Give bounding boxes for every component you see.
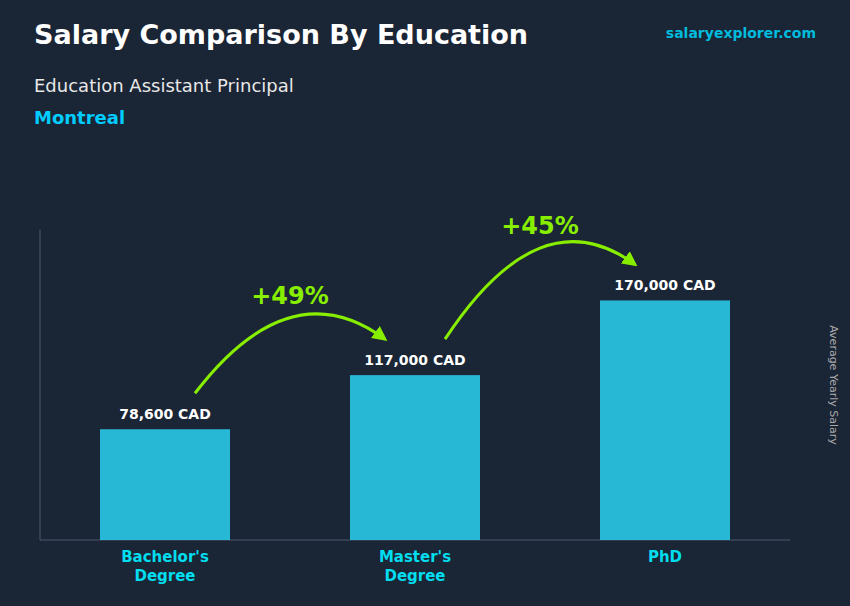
x-tick-label-line: Degree	[384, 567, 445, 585]
bar	[350, 375, 480, 540]
bar	[600, 300, 730, 540]
x-tick-label-line: PhD	[648, 548, 682, 566]
x-tick-label: Master'sDegree	[379, 548, 451, 585]
y-axis-line	[40, 230, 41, 540]
bars	[100, 300, 730, 540]
annotation: +45%	[501, 212, 579, 240]
watermark: salaryexplorer.com	[666, 25, 816, 41]
x-tick-label: PhD	[648, 548, 682, 566]
x-tick-label-line: Degree	[134, 567, 195, 585]
x-tick-label: Bachelor'sDegree	[121, 548, 209, 585]
bar	[100, 429, 230, 540]
x-tick-label-line: Master's	[379, 548, 451, 566]
annotation: +49%	[251, 282, 329, 310]
arrow	[445, 242, 635, 340]
subtitle: Montreal	[34, 107, 125, 128]
subtitle: Education Assistant Principal	[34, 75, 294, 96]
data-label: 170,000 CAD	[614, 277, 715, 293]
x-tick-label-line: Bachelor's	[121, 548, 209, 566]
data-label: 78,600 CAD	[119, 406, 211, 422]
data-label: 117,000 CAD	[364, 352, 465, 368]
chart: Salary Comparison By Education Education …	[0, 0, 850, 606]
arrow	[195, 314, 385, 393]
background	[0, 0, 850, 606]
y-axis-label: Average Yearly Salary	[827, 325, 840, 445]
title: Salary Comparison By Education	[34, 19, 528, 50]
